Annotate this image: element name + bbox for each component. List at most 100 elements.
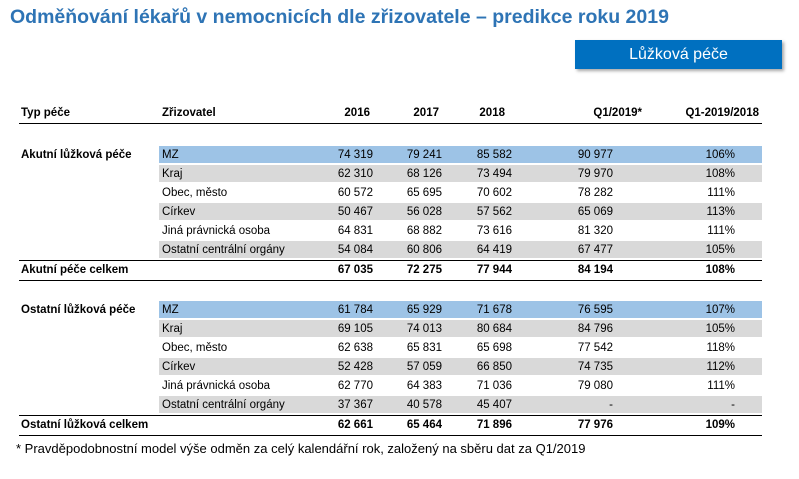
cell-2016: 52 428: [337, 361, 373, 373]
cell-2017: 68 126: [406, 168, 442, 180]
header-2018: 2018: [479, 107, 505, 119]
total-2016: 62 661: [337, 419, 373, 431]
cell-q1: 65 069: [577, 206, 613, 218]
total-2018: 77 944: [476, 264, 512, 276]
section-badge: Lůžková péče: [575, 40, 782, 69]
cell-2016: 54 084: [337, 244, 373, 256]
cell-2018: 66 850: [476, 361, 512, 373]
cell-2016: 62 638: [337, 342, 373, 354]
total-row: Akutní péče celkem 67 035 72 275 77 944 …: [19, 260, 762, 281]
cell-zrizovatel: Obec, město: [162, 187, 228, 199]
cell-2017: 56 028: [406, 206, 442, 218]
cell-q1: 84 796: [577, 323, 613, 335]
footnote: * Pravděpodobnostní model výše odměn za …: [16, 441, 586, 456]
header-2017: 2017: [413, 107, 439, 119]
header-2016: 2016: [344, 107, 370, 119]
cell-2017: 65 831: [406, 342, 442, 354]
total-q1: 77 976: [577, 419, 613, 431]
group-type-label: Akutní lůžková péče: [21, 149, 132, 161]
group-type-label: Ostatní lůžková péče: [21, 304, 136, 316]
cell-zrizovatel: Církev: [162, 361, 196, 373]
cell-pct: 111%: [707, 187, 735, 199]
table-row: Ostatní centrální orgány 37 367 40 578 4…: [19, 396, 762, 415]
cell-2016: 60 572: [337, 187, 373, 199]
cell-pct: 111%: [707, 225, 735, 237]
cell-pct: 108%: [705, 168, 735, 180]
cell-q1: 74 735: [577, 361, 613, 373]
cell-2016: 69 105: [337, 323, 373, 335]
cell-q1: 67 477: [577, 244, 613, 256]
cell-pct: 113%: [706, 206, 735, 218]
cell-q1: 78 282: [577, 187, 613, 199]
table-row: Ostatní lůžková péče MZ 61 784 65 929 71…: [19, 301, 762, 320]
cell-pct: 105%: [705, 244, 735, 256]
cell-2016: 62 770: [337, 380, 373, 392]
cell-2018: 71 678: [476, 304, 512, 316]
total-2018: 71 896: [476, 419, 512, 431]
table-row: Církev 52 428 57 059 66 850 74 735 112%: [19, 358, 762, 377]
cell-zrizovatel: Obec, město: [162, 342, 228, 354]
table-row: Kraj 62 310 68 126 73 494 79 970 108%: [19, 165, 762, 184]
total-pct: 109%: [705, 419, 735, 431]
cell-zrizovatel: Jiná právnická osoba: [162, 225, 271, 237]
header-pct: Q1-2019/2018: [685, 107, 759, 119]
cell-pct: 112%: [706, 361, 735, 373]
salary-table: Typ péče Zřizovatel 2016 2017 2018 Q1/20…: [19, 103, 762, 436]
cell-2016: 61 784: [337, 304, 373, 316]
cell-2016: 62 310: [337, 168, 373, 180]
total-label: Akutní péče celkem: [21, 264, 129, 276]
cell-2018: 64 419: [476, 244, 512, 256]
cell-q1: 79 970: [577, 168, 613, 180]
header-typ: Typ péče: [21, 107, 70, 119]
cell-2017: 57 059: [406, 361, 442, 373]
total-2017: 72 275: [406, 264, 442, 276]
cell-pct: 107%: [705, 304, 735, 316]
cell-2017: 79 241: [406, 149, 442, 161]
cell-zrizovatel: Kraj: [162, 168, 183, 180]
cell-2018: 73 616: [476, 225, 512, 237]
table-header: Typ péče Zřizovatel 2016 2017 2018 Q1/20…: [19, 103, 762, 124]
cell-2016: 64 831: [337, 225, 373, 237]
cell-pct: 106%: [705, 149, 735, 161]
cell-2017: 65 695: [406, 187, 442, 199]
table-row: Obec, město 62 638 65 831 65 698 77 542 …: [19, 339, 762, 358]
total-label: Ostatní lůžková celkem: [21, 419, 149, 431]
cell-q1: 81 320: [577, 225, 613, 237]
cell-q1: 76 595: [577, 304, 613, 316]
table-row: Ostatní centrální orgány 54 084 60 806 6…: [19, 241, 762, 260]
table-row: Akutní lůžková péče MZ 74 319 79 241 85 …: [19, 146, 762, 165]
table-row: Jiná právnická osoba 64 831 68 882 73 61…: [19, 222, 762, 241]
total-2017: 65 464: [406, 419, 442, 431]
cell-zrizovatel: Ostatní centrální orgány: [162, 244, 285, 256]
cell-zrizovatel: Kraj: [162, 323, 183, 335]
cell-2017: 40 578: [406, 399, 442, 411]
table-row: Církev 50 467 56 028 57 562 65 069 113%: [19, 203, 762, 222]
header-q1: Q1/2019*: [593, 107, 642, 119]
cell-pct: -: [731, 399, 735, 411]
total-pct: 108%: [705, 264, 735, 276]
total-2016: 67 035: [337, 264, 373, 276]
cell-2017: 60 806: [406, 244, 442, 256]
cell-zrizovatel: Ostatní centrální orgány: [162, 399, 285, 411]
cell-q1: 90 977: [577, 149, 613, 161]
table-row: Kraj 69 105 74 013 80 684 84 796 105%: [19, 320, 762, 339]
cell-2018: 57 562: [476, 206, 512, 218]
cell-pct: 118%: [706, 342, 735, 354]
page-title: Odměňování lékařů v nemocnicích dle zřiz…: [10, 6, 669, 28]
cell-2017: 64 383: [406, 380, 442, 392]
cell-2017: 68 882: [406, 225, 442, 237]
total-q1: 84 194: [577, 264, 613, 276]
cell-2018: 73 494: [476, 168, 512, 180]
cell-q1: -: [609, 399, 613, 411]
table-row: Obec, město 60 572 65 695 70 602 78 282 …: [19, 184, 762, 203]
cell-2017: 65 929: [406, 304, 442, 316]
cell-zrizovatel: MZ: [162, 304, 179, 316]
total-row: Ostatní lůžková celkem 62 661 65 464 71 …: [19, 415, 762, 436]
cell-2016: 37 367: [337, 399, 373, 411]
cell-2018: 45 407: [476, 399, 512, 411]
cell-pct: 105%: [705, 323, 735, 335]
cell-zrizovatel: Jiná právnická osoba: [162, 380, 271, 392]
cell-2016: 74 319: [337, 149, 373, 161]
cell-2018: 85 582: [476, 149, 512, 161]
cell-pct: 111%: [707, 380, 735, 392]
